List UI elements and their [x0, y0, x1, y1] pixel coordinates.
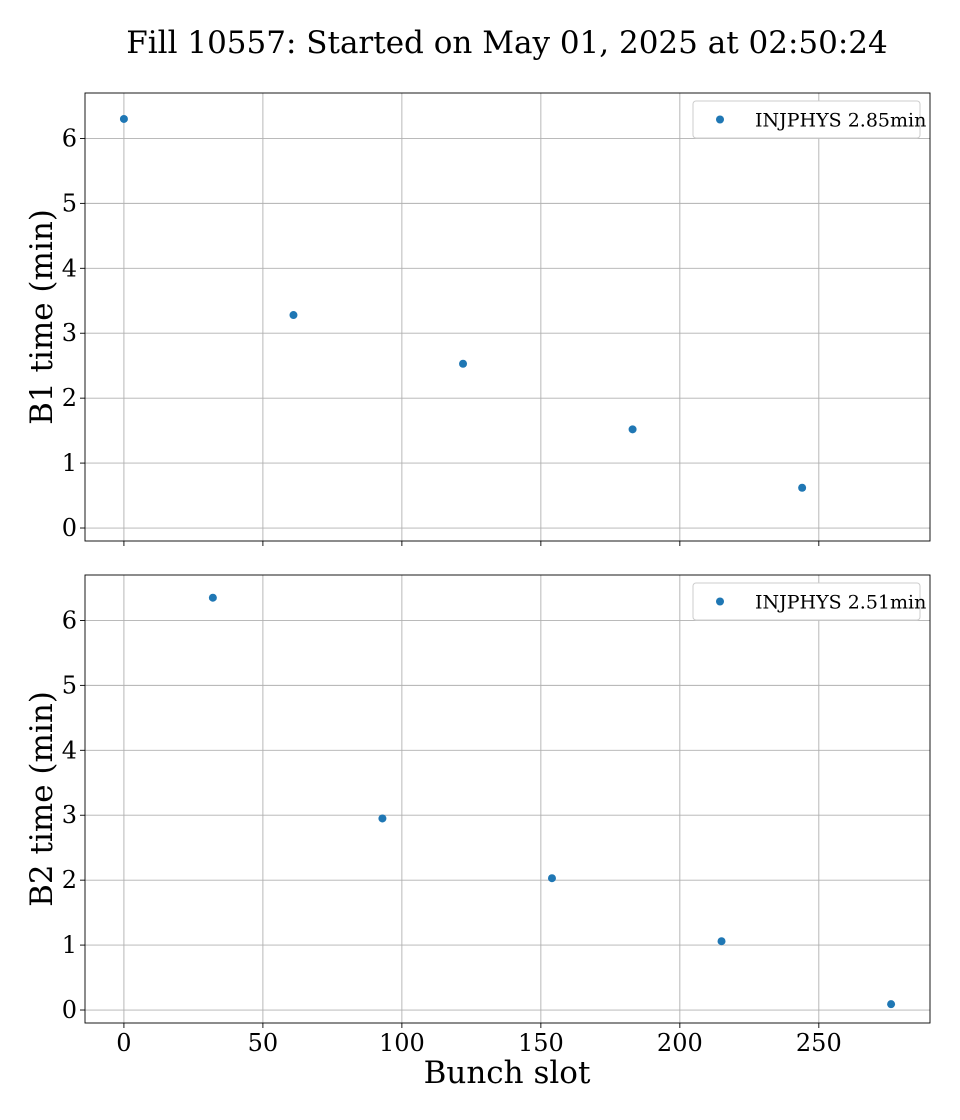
- data-point: [378, 814, 387, 823]
- chart-title: Fill 10557: Started on May 01, 2025 at 0…: [126, 25, 888, 61]
- plot-frame: [84, 574, 931, 1024]
- y-tick-label: 5: [62, 671, 77, 699]
- y-tick-label: 6: [62, 124, 77, 152]
- top-panel-b1: 0 1 2 3 4 5 6 B1 time (min) INJPHYS 2.85min: [24, 92, 931, 546]
- legend-label: INJPHYS 2.85min: [755, 110, 926, 132]
- y-tick-label: 2: [62, 384, 77, 412]
- y-tick-label: 4: [62, 254, 77, 282]
- x-tick-label: 100: [379, 1029, 425, 1057]
- y-tick-label: 1: [62, 449, 77, 477]
- data-point: [289, 311, 298, 320]
- data-point: [208, 593, 217, 602]
- x-tick-label: 50: [248, 1029, 279, 1057]
- bottom-panel-b2: 0 50 100 150 200 250 0 1 2 3 4 5 6 B2 time (min) INJPH…: [24, 574, 931, 1057]
- data-point: [887, 1000, 896, 1009]
- legend-frame: [692, 582, 921, 621]
- data-point: [547, 874, 556, 883]
- legend: INJPHYS 2.51min: [692, 582, 926, 621]
- legend: INJPHYS 2.85min: [692, 100, 926, 139]
- x-axis-label: Bunch slot: [424, 1055, 591, 1091]
- y-axis-label: B2 time (min): [24, 691, 60, 907]
- data-point: [798, 483, 807, 492]
- x-tick-label: 250: [796, 1029, 842, 1057]
- y-tick-label: 3: [62, 319, 77, 347]
- y-tick-label: 2: [62, 866, 77, 894]
- y-axis-label: B1 time (min): [24, 209, 60, 425]
- data-point: [119, 114, 128, 123]
- legend-marker: [716, 115, 724, 124]
- y-tick-label: 0: [62, 514, 77, 542]
- y-tick-label: 6: [62, 606, 77, 634]
- legend-marker: [716, 597, 724, 606]
- y-tick-label: 1: [62, 931, 77, 959]
- y-tick-label: 0: [62, 996, 77, 1024]
- x-tick-label: 200: [657, 1029, 703, 1057]
- legend-frame: [692, 100, 921, 139]
- y-tick-label: 4: [62, 736, 77, 764]
- legend-label: INJPHYS 2.51min: [755, 592, 926, 614]
- data-point: [717, 937, 726, 946]
- y-tick-label: 3: [62, 801, 77, 829]
- plot-frame: [84, 92, 931, 542]
- x-tick-label: 150: [518, 1029, 564, 1057]
- data-point: [628, 425, 637, 434]
- x-tick-label: 0: [116, 1029, 131, 1057]
- data-point: [459, 359, 468, 368]
- y-tick-label: 5: [62, 189, 77, 217]
